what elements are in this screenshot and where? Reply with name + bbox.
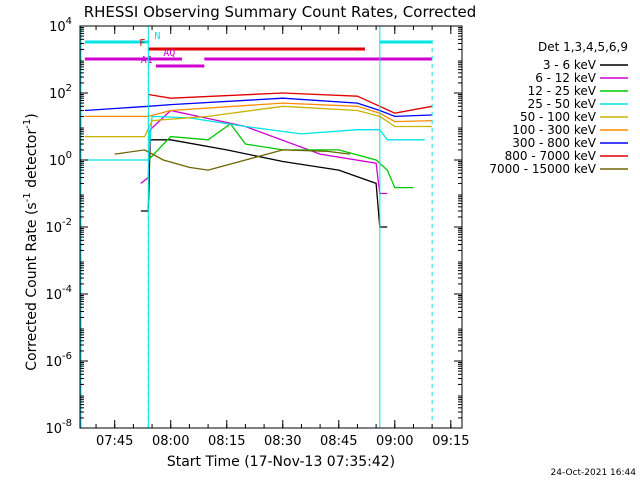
legend-label-3: 25 - 50 keV: [528, 97, 597, 111]
flag-label-f: F: [139, 38, 145, 49]
y-tick-label-exp: -2: [62, 217, 72, 228]
y-tick-label-6: 10-8: [45, 418, 72, 437]
flag-label-a1: A1: [141, 55, 153, 66]
flag-label-aq: AQ: [163, 48, 175, 59]
series-line-8: [114, 149, 351, 171]
legend-label-1: 6 - 12 keV: [535, 71, 597, 85]
series-line-6: [84, 97, 433, 118]
y-tick-label-exp: 4: [66, 16, 72, 27]
y-tick-label-exp: -4: [62, 284, 72, 295]
y-tick-label-base: 10: [45, 355, 62, 370]
y-tick-label-4: 10-4: [45, 284, 72, 303]
flag-label-n: N: [154, 31, 160, 42]
legend-label-8: 7000 - 15000 keV: [489, 162, 596, 176]
y-tick-label-0: 104: [49, 16, 72, 35]
y-tick-label-base: 10: [45, 288, 62, 303]
legend-label-7: 800 - 7000 keV: [505, 149, 597, 163]
y-axis-label-sup: -1: [22, 192, 33, 202]
legend-label-4: 50 - 100 keV: [520, 110, 597, 124]
legend-label-5: 100 - 300 keV: [512, 123, 596, 137]
y-axis-label-sup2: -1: [22, 119, 33, 129]
flag-bars: NF AQ A1: [84, 31, 433, 68]
y-tick-label-base: 10: [49, 87, 66, 102]
x-tick-label-0: 07:45: [96, 434, 133, 449]
y-tick-label-base: 10: [45, 422, 62, 437]
x-axis-ticks: 07:45 08:00 08:15 08:30 08:45 09:00 09:15: [95, 26, 470, 449]
x-tick-label-5: 09:00: [376, 434, 413, 449]
legend-label-2: 12 - 25 keV: [528, 84, 597, 98]
series-line-2: [147, 122, 414, 189]
y-tick-label-base: 10: [49, 20, 66, 35]
series-line-4: [84, 105, 433, 138]
series-line-3: [84, 115, 425, 161]
series-line-0: [140, 139, 388, 228]
date-stamp: 24-Oct-2021 16:44: [551, 468, 637, 478]
y-tick-label-base: 10: [49, 154, 66, 169]
x-tick-label-2: 08:15: [208, 434, 245, 449]
y-tick-label-exp: 0: [66, 150, 72, 161]
series-lines: [84, 92, 433, 228]
legend-title: Det 1,3,4,5,6,9: [538, 40, 628, 54]
chart-title: RHESSI Observing Summary Count Rates, Co…: [84, 3, 477, 21]
y-tick-label-5: 10-6: [45, 351, 72, 370]
night-boundaries: [80, 26, 433, 428]
plot-frame: [79, 25, 463, 429]
y-tick-label-1: 102: [49, 83, 72, 102]
x-axis-label: Start Time (17-Nov-13 07:35:42): [167, 454, 395, 470]
legend-label-0: 3 - 6 keV: [543, 58, 597, 72]
x-tick-label-3: 08:30: [264, 434, 301, 449]
y-axis-label-main: Corrected Count Rate (s: [24, 202, 40, 370]
series-line-7: [148, 92, 433, 114]
y-tick-label-exp: 2: [66, 83, 72, 94]
x-tick-label-6: 09:15: [432, 434, 469, 449]
y-tick-label-exp: -6: [62, 351, 72, 362]
y-tick-label-2: 100: [49, 150, 72, 169]
y-axis-label-mid: detector: [24, 129, 40, 193]
x-tick-label-1: 08:00: [152, 434, 189, 449]
x-tick-label-4: 08:45: [320, 434, 357, 449]
y-tick-label-exp: -8: [62, 418, 72, 429]
y-axis-label-end: ): [24, 113, 40, 118]
series-line-1: [140, 109, 388, 195]
y-tick-label-3: 10-2: [45, 217, 72, 236]
legend-label-6: 300 - 800 keV: [512, 136, 596, 150]
y-tick-label-base: 10: [45, 221, 62, 236]
series-line-5: [84, 102, 433, 123]
y-axis-label: Corrected Count Rate (s-1 detector-1): [22, 113, 40, 370]
